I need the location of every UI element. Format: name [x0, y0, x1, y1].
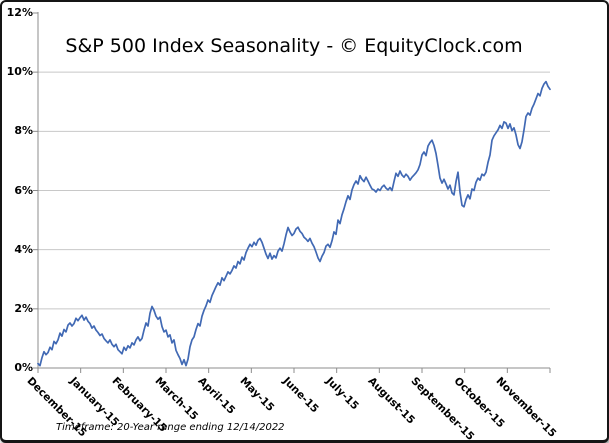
y-tick-label: 0%	[14, 361, 33, 374]
y-tick-label: 4%	[14, 242, 33, 256]
y-tick-label: 12%	[6, 6, 33, 19]
seasonality-line	[37, 80, 551, 367]
y-tick-label: 10%	[6, 65, 33, 79]
y-tick-label: 2%	[14, 301, 33, 315]
timeframe-note: Timeframe: 20-Year range ending 12/14/20…	[56, 422, 285, 433]
y-tick-label: 6%	[14, 183, 33, 197]
y-tick-label: 8%	[14, 124, 33, 138]
chart-title: S&P 500 Index Seasonality - © EquityCloc…	[65, 35, 523, 57]
